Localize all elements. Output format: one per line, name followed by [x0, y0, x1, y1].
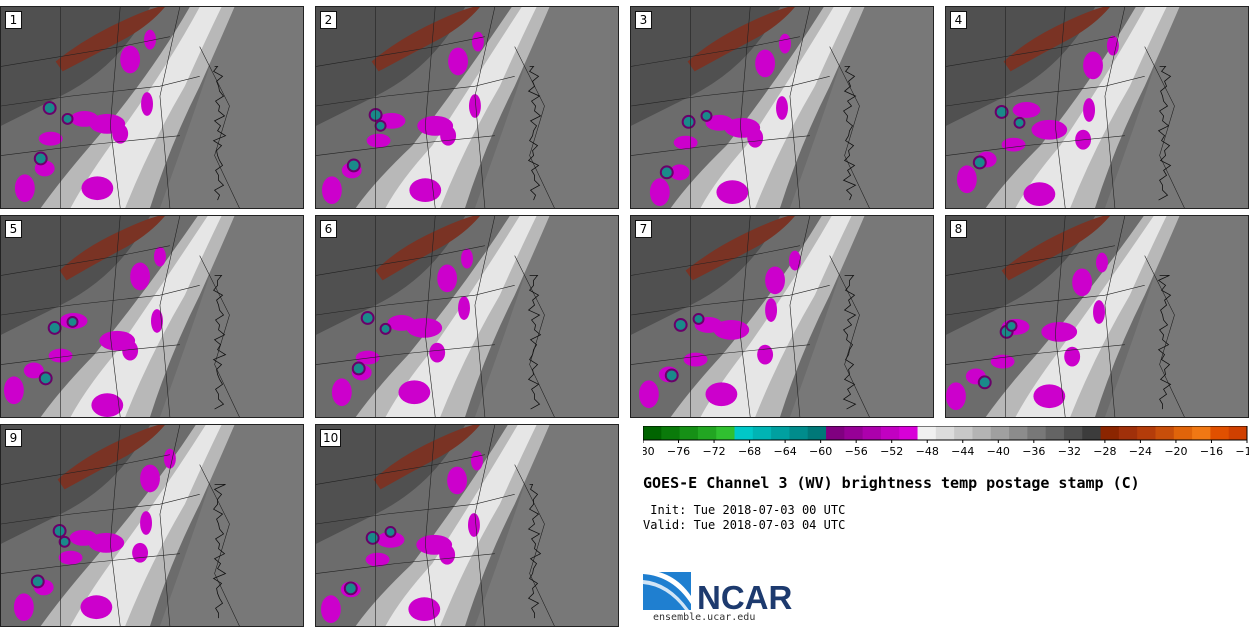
colorbar-segment — [789, 426, 809, 440]
colorbar-segment — [990, 426, 1010, 440]
postage-stamp-panel: 4 — [945, 6, 1249, 209]
water-vapor-map — [316, 7, 618, 208]
water-vapor-map — [316, 216, 618, 417]
colorbar-segment — [1210, 426, 1230, 440]
colorbar-segment — [880, 426, 900, 440]
colorbar-segment — [972, 426, 992, 440]
colorbar-segment — [697, 426, 717, 440]
water-vapor-map — [946, 7, 1248, 208]
colorbar-segment — [1027, 426, 1047, 440]
temperature-colorbar: −80−76−72−68−64−60−56−52−48−44−40−36−32−… — [643, 426, 1249, 458]
member-number-label: 9 — [5, 429, 22, 447]
colorbar-segment — [1009, 426, 1028, 440]
colorbar-tick-label: −68 — [738, 445, 761, 458]
valid-time: Valid: Tue 2018-07-03 04 UTC — [643, 518, 846, 532]
postage-stamp-panel: 8 — [945, 215, 1249, 418]
colorbar-tick-label: −12 — [1235, 445, 1249, 458]
colorbar-segment — [826, 426, 845, 440]
figure-title: GOES-E Channel 3 (WV) brightness temp po… — [643, 474, 1140, 492]
colorbar-tick-label: −52 — [880, 445, 903, 458]
colorbar-segment — [917, 426, 937, 440]
postage-stamp-panel: 10 — [315, 424, 619, 627]
colorbar-segment — [935, 426, 955, 440]
colorbar-tick-label: −24 — [1129, 445, 1152, 458]
colorbar-segment — [734, 426, 754, 440]
colorbar-segment — [862, 426, 882, 440]
member-number-label: 3 — [635, 11, 652, 29]
postage-stamp-panel: 3 — [630, 6, 934, 209]
colorbar-tick-label: −56 — [845, 445, 868, 458]
colorbar-tick-label: −40 — [987, 445, 1010, 458]
colorbar-segment — [771, 426, 790, 440]
colorbar-segment — [1192, 426, 1211, 440]
colorbar-tick-label: −36 — [1022, 445, 1045, 458]
water-vapor-map — [1, 425, 303, 626]
colorbar-segment — [1155, 426, 1175, 440]
postage-stamp-panel: 5 — [0, 215, 304, 418]
water-vapor-map — [631, 216, 933, 417]
ncar-logo: NCAR — [643, 570, 792, 614]
member-number-label: 8 — [950, 220, 967, 238]
colorbar-segment — [1100, 426, 1120, 440]
colorbar-tick-label: −20 — [1164, 445, 1187, 458]
water-vapor-map — [316, 425, 618, 626]
water-vapor-map — [946, 216, 1248, 417]
postage-stamp-panel: 2 — [315, 6, 619, 209]
water-vapor-map — [1, 216, 303, 417]
colorbar-segment — [661, 426, 681, 440]
colorbar-tick-label: −44 — [951, 445, 974, 458]
colorbar-segment — [1228, 426, 1248, 440]
colorbar-segment — [1137, 426, 1156, 440]
colorbar-segment — [1082, 426, 1102, 440]
colorbar-tick-label: −64 — [774, 445, 797, 458]
logo-text: NCAR — [697, 579, 792, 614]
colorbar-segment — [899, 426, 919, 440]
member-number-label: 5 — [5, 220, 22, 238]
colorbar-segment — [1173, 426, 1193, 440]
colorbar-segment — [954, 426, 973, 440]
colorbar-segment — [1118, 426, 1138, 440]
water-vapor-map — [631, 7, 933, 208]
colorbar-segment — [807, 426, 827, 440]
site-url: ensemble.ucar.edu — [653, 612, 756, 623]
colorbar-tick-label: −60 — [809, 445, 832, 458]
colorbar-tick-label: −48 — [916, 445, 939, 458]
colorbar-tick-label: −32 — [1058, 445, 1081, 458]
colorbar-tick-label: −80 — [643, 445, 655, 458]
member-number-label: 1 — [5, 11, 22, 29]
colorbar-segment — [1063, 426, 1083, 440]
colorbar-segment — [1045, 426, 1065, 440]
colorbar-segment — [844, 426, 864, 440]
colorbar-tick-label: −16 — [1200, 445, 1223, 458]
colorbar-segment — [679, 426, 699, 440]
init-time: Init: Tue 2018-07-03 00 UTC — [643, 503, 846, 517]
postage-stamp-panel: 9 — [0, 424, 304, 627]
member-number-label: 10 — [320, 429, 342, 447]
member-number-label: 4 — [950, 11, 967, 29]
colorbar-segment — [716, 426, 736, 440]
member-number-label: 7 — [635, 220, 652, 238]
postage-stamp-panel: 6 — [315, 215, 619, 418]
colorbar-segment — [752, 426, 772, 440]
colorbar-tick-label: −76 — [667, 445, 690, 458]
water-vapor-map — [1, 7, 303, 208]
member-number-label: 6 — [320, 220, 337, 238]
colorbar-tick-label: −72 — [702, 445, 725, 458]
postage-stamp-panel: 7 — [630, 215, 934, 418]
colorbar-tick-label: −28 — [1093, 445, 1116, 458]
colorbar-segment — [643, 426, 662, 440]
postage-stamp-panel: 1 — [0, 6, 304, 209]
member-number-label: 2 — [320, 11, 337, 29]
